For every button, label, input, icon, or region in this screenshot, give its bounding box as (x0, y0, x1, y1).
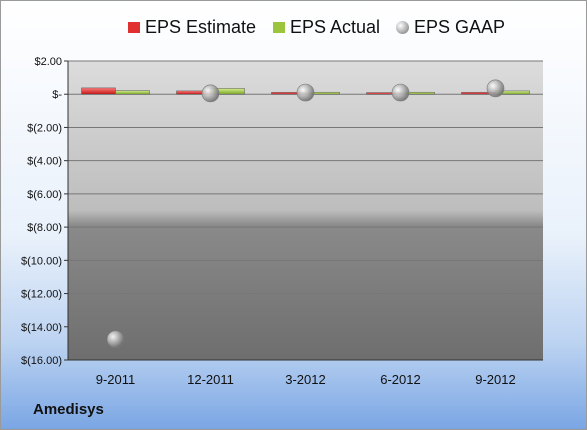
point-eps-gaap (106, 330, 125, 349)
legend-swatch-actual (273, 22, 285, 33)
plot-area (68, 61, 543, 360)
y-tick-label: $- (52, 89, 62, 101)
y-tick-label: $(12.00) (21, 289, 62, 301)
y-tick-label: $(16.00) (21, 355, 62, 367)
y-tick-label: $(14.00) (21, 322, 62, 334)
point-eps-gaap (391, 83, 410, 102)
legend-label-actual: EPS Actual (290, 17, 381, 37)
point-eps-gaap (201, 84, 220, 103)
y-tick-label: $(6.00) (27, 189, 62, 201)
x-tick-label: 6-2012 (380, 372, 420, 387)
legend-item-estimate: EPS Estimate (128, 17, 256, 38)
legend-label-gaap: EPS GAAP (414, 17, 506, 37)
point-eps-gaap (486, 79, 505, 98)
legend-label-estimate: EPS Estimate (145, 17, 257, 37)
legend-dot-gaap (396, 21, 409, 34)
legend-swatch-estimate (128, 22, 140, 33)
company-name: Amedisys (33, 401, 104, 418)
bar-eps-actual (115, 90, 150, 95)
x-tick-label: 9-2012 (475, 372, 515, 387)
y-tick-label: $(4.00) (27, 156, 62, 168)
x-tick-label: 9-2011 (96, 372, 136, 387)
legend-item-gaap: EPS GAAP (396, 17, 505, 38)
x-tick-label: 3-2012 (285, 372, 325, 387)
y-tick-label: $(10.00) (21, 255, 62, 267)
point-eps-gaap (296, 83, 315, 102)
y-tick-label: $(2.00) (27, 122, 62, 134)
legend-item-actual: EPS Actual (273, 17, 380, 38)
y-tick-label: $2.00 (34, 56, 62, 68)
x-tick-label: 12-2011 (187, 372, 234, 387)
bar-eps-estimate (81, 87, 116, 95)
y-tick-label: $(8.00) (27, 222, 62, 234)
legend: EPS Estimate EPS Actual EPS GAAP (0, 17, 587, 41)
